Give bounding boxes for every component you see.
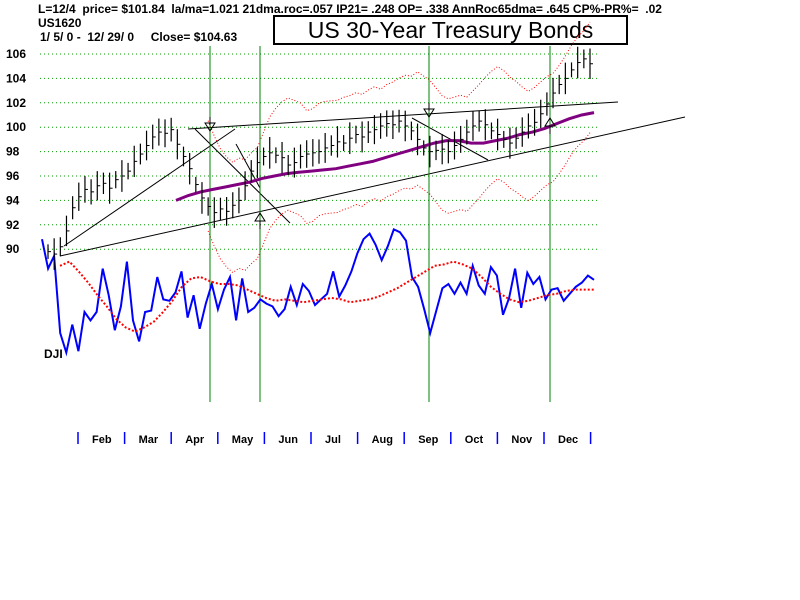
- y-tick-label: 94: [6, 193, 20, 207]
- month-label: May: [232, 434, 254, 446]
- buy-arrow-icon: [544, 117, 556, 134]
- date-range-close: 1/ 5/ 0 - 12/ 29/ 0 Close= $104.63: [40, 30, 238, 44]
- trendlines: [59, 101, 686, 257]
- y-tick-label: 96: [6, 169, 20, 183]
- moving-average: [175, 111, 595, 202]
- month-label: Feb: [92, 434, 112, 446]
- trendline: [411, 117, 489, 161]
- month-label: Mar: [139, 434, 159, 446]
- stats-line: L=12/4 price= $101.84 la/ma=1.021 21dma.…: [38, 2, 662, 16]
- y-tick-label: 106: [6, 47, 26, 61]
- gridlines: [40, 53, 598, 250]
- sell-arrow-icon: [204, 117, 216, 132]
- trendline: [63, 128, 236, 247]
- month-label: Aug: [372, 434, 393, 446]
- upper-envelope: [207, 21, 591, 164]
- indicator-panel: [41, 228, 595, 357]
- signal-lines: [209, 46, 551, 402]
- y-tick-label: 92: [6, 218, 20, 232]
- ticker-symbol: US1620: [38, 16, 82, 30]
- y-axis-labels: 106 104 102 100 98 96 94 92 90: [6, 47, 26, 256]
- price-envelopes: [207, 21, 591, 274]
- moving-average-line: [175, 111, 595, 202]
- month-label: Jun: [278, 434, 298, 446]
- month-label: Jul: [325, 434, 341, 446]
- indicator-line: [41, 228, 595, 357]
- buy-arrow-icon: [254, 212, 266, 229]
- sell-arrow-icon: [423, 103, 435, 118]
- trendline: [194, 128, 291, 224]
- y-tick-label: 102: [6, 96, 26, 110]
- month-axis: Feb Mar Apr May Jun Jul Aug Sep Oct Nov Dec: [77, 432, 592, 446]
- month-label: Oct: [465, 434, 484, 446]
- chart-title: US 30-Year Treasury Bonds: [273, 15, 628, 45]
- month-label: Apr: [185, 434, 205, 446]
- y-tick-label: 98: [6, 145, 20, 159]
- y-tick-label: 90: [6, 242, 20, 256]
- month-label: Sep: [418, 434, 438, 446]
- y-tick-label: 100: [6, 120, 26, 134]
- month-label: Nov: [511, 434, 533, 446]
- trendline: [59, 116, 686, 257]
- price-bars: [47, 46, 593, 270]
- indicator-label: DJI: [44, 347, 63, 361]
- y-tick-label: 104: [6, 71, 26, 85]
- month-label: Dec: [558, 434, 578, 446]
- signal-arrows: [204, 103, 556, 229]
